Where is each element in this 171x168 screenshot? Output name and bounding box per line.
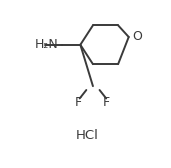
Text: O: O	[133, 30, 143, 44]
Text: F: F	[103, 96, 110, 109]
Text: HCl: HCl	[76, 129, 99, 142]
Text: F: F	[75, 96, 82, 109]
Text: H₂N: H₂N	[35, 38, 58, 51]
